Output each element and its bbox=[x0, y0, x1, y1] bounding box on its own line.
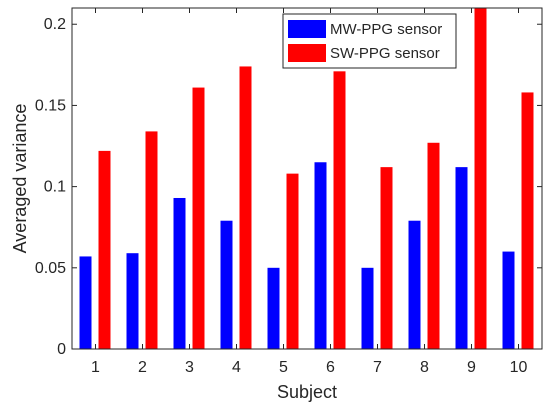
bar-mw-ppg-subject-5 bbox=[267, 267, 280, 349]
x-tick-label: 4 bbox=[232, 359, 241, 376]
bar-mw-ppg-subject-4 bbox=[220, 220, 233, 349]
bar-mw-ppg-subject-3 bbox=[173, 197, 186, 349]
bar-mw-ppg-subject-2 bbox=[126, 253, 139, 349]
legend-swatch-sw-ppg bbox=[288, 44, 326, 62]
y-tick-label: 0.05 bbox=[35, 260, 66, 277]
bar-sw-ppg-subject-6 bbox=[333, 71, 346, 349]
bar-mw-ppg-subject-1 bbox=[79, 256, 92, 349]
bar-sw-ppg-subject-8 bbox=[427, 142, 440, 349]
bar-mw-ppg-subject-7 bbox=[361, 267, 374, 349]
x-tick-label: 2 bbox=[138, 359, 147, 376]
x-tick-label: 8 bbox=[420, 359, 429, 376]
legend-swatch-mw-ppg bbox=[288, 20, 326, 38]
x-tick-label: 9 bbox=[467, 359, 476, 376]
bars-group bbox=[79, 8, 534, 350]
bar-sw-ppg-subject-7 bbox=[380, 167, 393, 349]
y-tick-label: 0.15 bbox=[35, 97, 66, 114]
legend-label-mw-ppg: MW-PPG sensor bbox=[330, 21, 442, 38]
x-tick-label: 3 bbox=[185, 359, 194, 376]
bar-mw-ppg-subject-9 bbox=[455, 167, 468, 349]
bar-sw-ppg-subject-3 bbox=[192, 87, 205, 350]
bar-sw-ppg-subject-2 bbox=[145, 131, 158, 349]
bar-sw-ppg-subject-10 bbox=[521, 92, 534, 349]
bar-sw-ppg-subject-4 bbox=[239, 66, 252, 349]
y-tick-label: 0 bbox=[57, 341, 66, 358]
axes-group bbox=[71, 7, 543, 350]
ticks-group: 0 0.05 0.1 0.15 0.2 1 2 3 4 5 6 7 8 9 10 bbox=[35, 8, 542, 376]
x-tick-label: 10 bbox=[510, 359, 528, 376]
axes-box bbox=[71, 7, 543, 350]
x-tick-label: 1 bbox=[91, 359, 100, 376]
legend-label-sw-ppg: SW-PPG sensor bbox=[330, 45, 440, 62]
bar-sw-ppg-subject-1 bbox=[98, 150, 111, 349]
bar-mw-ppg-subject-6 bbox=[314, 162, 327, 349]
y-tick-label: 0.1 bbox=[44, 179, 66, 196]
legend: MW-PPG sensor SW-PPG sensor bbox=[282, 13, 457, 69]
bar-sw-ppg-subject-9 bbox=[474, 8, 487, 349]
x-tick-label: 5 bbox=[279, 359, 288, 376]
x-tick-label: 7 bbox=[373, 359, 382, 376]
bar-mw-ppg-subject-8 bbox=[408, 220, 421, 349]
x-axis-label: Subject bbox=[277, 382, 337, 402]
x-tick-label: 6 bbox=[326, 359, 335, 376]
y-tick-label: 0.2 bbox=[44, 16, 66, 33]
bar-mw-ppg-subject-10 bbox=[502, 251, 515, 349]
y-axis-label: Averaged variance bbox=[10, 104, 30, 254]
bar-sw-ppg-subject-5 bbox=[286, 173, 299, 349]
